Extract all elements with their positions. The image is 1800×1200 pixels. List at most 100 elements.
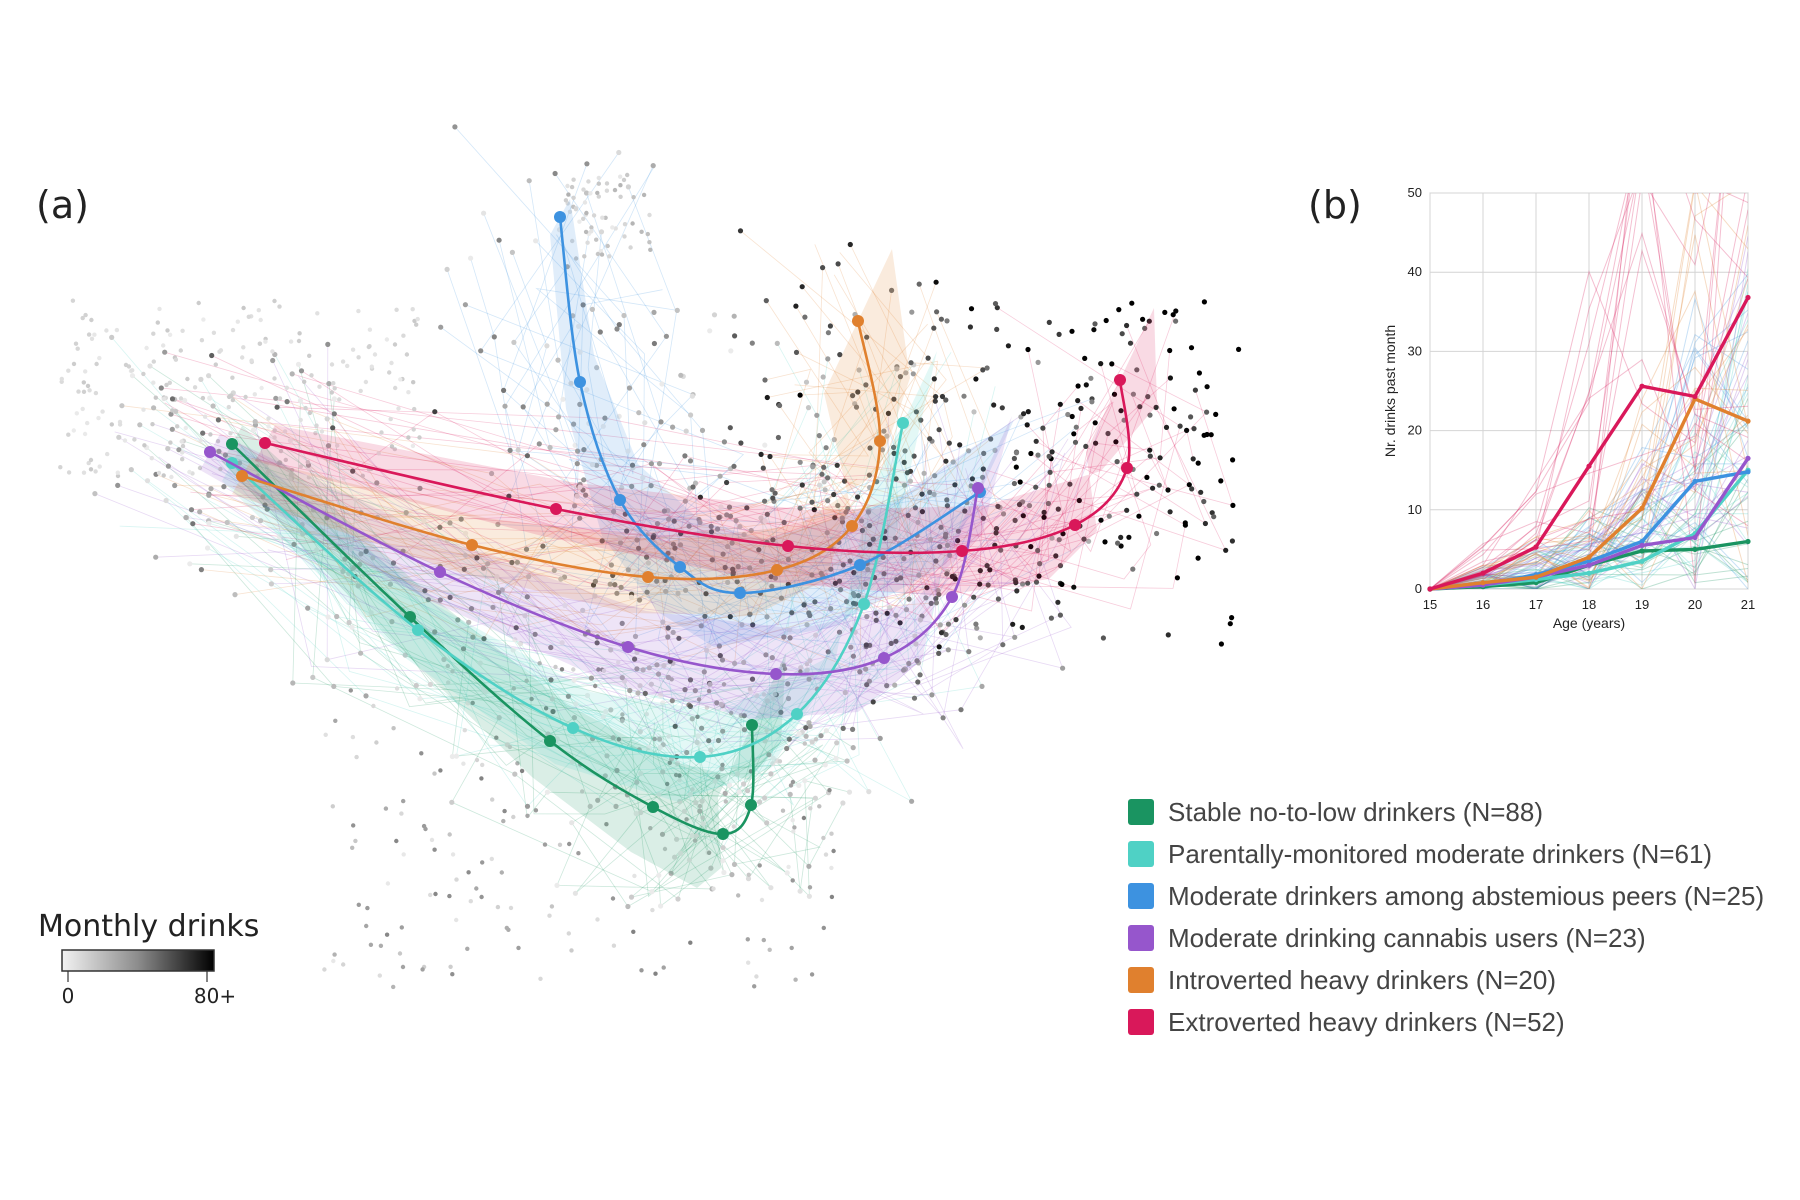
observation-dot xyxy=(855,593,862,599)
observation-dot xyxy=(1028,544,1034,550)
observation-dot xyxy=(341,476,346,481)
series-point xyxy=(1745,418,1751,424)
observation-dot xyxy=(695,714,700,719)
observation-dot xyxy=(569,184,575,190)
observation-dot xyxy=(603,215,608,220)
observation-dot xyxy=(612,582,618,588)
observation-dot xyxy=(693,800,699,806)
observation-dot xyxy=(575,448,581,454)
observation-dot xyxy=(273,395,279,401)
observation-dot xyxy=(620,712,625,717)
observation-dot xyxy=(547,913,552,918)
observation-dot xyxy=(910,371,916,377)
observation-dot xyxy=(363,693,369,699)
observation-dot xyxy=(580,789,585,794)
observation-dot xyxy=(699,798,705,804)
observation-dot xyxy=(859,518,865,524)
observation-dot xyxy=(332,386,337,391)
observation-dot xyxy=(746,960,751,965)
observation-dot xyxy=(864,334,870,340)
observation-dot xyxy=(97,464,102,469)
observation-dot xyxy=(224,519,230,526)
group-trajectory-point xyxy=(854,559,866,571)
observation-dot xyxy=(944,503,951,509)
observation-dot xyxy=(512,637,518,643)
observation-dot xyxy=(1049,535,1055,541)
observation-dot xyxy=(701,669,707,675)
individual-line xyxy=(1430,297,1748,589)
observation-dot xyxy=(745,788,751,794)
observation-dot xyxy=(718,701,724,707)
observation-dot xyxy=(252,392,257,397)
group-trajectories xyxy=(204,211,1133,840)
observation-dot xyxy=(817,482,823,488)
legend-swatch-introverted-heavy xyxy=(1128,967,1154,993)
observation-dot xyxy=(873,617,879,623)
observation-dot xyxy=(656,461,663,467)
observation-dot xyxy=(735,563,741,570)
observation-dot xyxy=(809,739,815,745)
observation-dot xyxy=(611,943,617,948)
observation-dot xyxy=(423,826,428,832)
observation-dot xyxy=(933,279,939,285)
observation-dot xyxy=(784,870,790,876)
observation-dot xyxy=(932,473,938,479)
observation-dot xyxy=(537,661,542,666)
observation-dot xyxy=(329,362,335,367)
observation-dot xyxy=(438,324,444,330)
observation-dot xyxy=(824,530,830,536)
series-point xyxy=(1745,455,1751,461)
observation-dot xyxy=(892,682,898,688)
observation-dot xyxy=(1086,538,1092,544)
observation-dot xyxy=(274,404,280,410)
observation-dot xyxy=(384,932,390,937)
group-trajectory-point xyxy=(647,801,659,813)
observation-dot xyxy=(479,894,484,900)
observation-dot xyxy=(250,427,257,433)
observation-dot xyxy=(449,799,455,805)
observation-dot xyxy=(974,625,980,631)
observation-dot xyxy=(649,889,655,895)
observation-dot xyxy=(453,753,460,759)
observation-dot xyxy=(89,336,95,341)
observation-dot xyxy=(620,718,625,723)
observation-dot xyxy=(867,445,873,451)
observation-dot xyxy=(437,524,443,530)
observation-dot xyxy=(462,552,468,558)
observation-dot xyxy=(512,771,518,777)
observation-dot xyxy=(667,760,672,765)
observation-dot xyxy=(648,461,655,467)
observation-dot xyxy=(790,779,796,785)
colorbar-title: Monthly drinks xyxy=(38,909,259,944)
observation-dot xyxy=(1025,580,1031,586)
group-trajectory-point xyxy=(204,446,216,458)
observation-dot xyxy=(1195,555,1201,561)
observation-dot xyxy=(130,368,135,373)
observation-dot xyxy=(764,394,770,401)
observation-dot xyxy=(709,833,715,839)
observation-dot xyxy=(977,635,983,641)
observation-dot xyxy=(501,387,507,393)
observation-dot xyxy=(921,470,927,476)
observation-dot xyxy=(1056,331,1062,337)
observation-dot xyxy=(720,551,726,557)
observation-dot xyxy=(155,320,160,325)
observation-dot xyxy=(1218,478,1224,484)
x-tick-label: 15 xyxy=(1423,597,1437,612)
observation-dot xyxy=(644,712,649,717)
observation-dot xyxy=(581,187,586,192)
observation-dot xyxy=(1059,581,1065,588)
observation-dot xyxy=(332,952,337,957)
observation-dot xyxy=(571,177,576,182)
observation-dot xyxy=(1065,411,1071,418)
individual-line xyxy=(1430,193,1724,589)
observation-dot xyxy=(604,753,610,759)
observation-dot xyxy=(465,700,471,706)
observation-dot xyxy=(927,489,933,495)
observation-dot xyxy=(1056,537,1062,543)
observation-dot xyxy=(406,390,411,395)
observation-dot xyxy=(654,662,660,668)
observation-dot xyxy=(94,361,99,367)
observation-dot xyxy=(917,617,924,623)
observation-dot xyxy=(566,192,571,197)
